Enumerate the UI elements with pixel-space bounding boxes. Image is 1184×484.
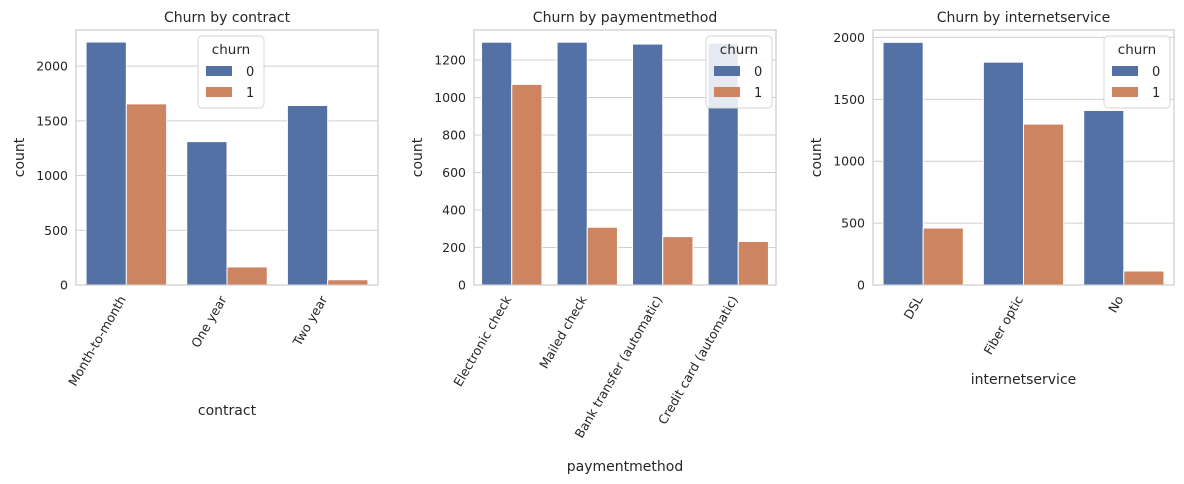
legend-label: 1	[1152, 86, 1160, 101]
legend-label: 0	[246, 65, 254, 80]
legend-swatch-churn-0	[714, 66, 740, 76]
legend: churn 0 1	[705, 35, 773, 109]
plot-frame	[75, 29, 379, 286]
legend-swatch-churn-1	[714, 87, 740, 97]
legend-title: churn	[720, 42, 758, 58]
chart-title: Churn by contract	[164, 10, 291, 26]
plot-frame	[473, 29, 777, 286]
legend-swatch-churn-1	[1112, 87, 1138, 97]
x-tick-label: Mailed check	[536, 292, 590, 371]
x-tick-label: Fiber optic	[980, 293, 1026, 357]
y-axis-label: count	[809, 137, 825, 177]
legend-label: 1	[246, 86, 254, 101]
y-tick-label: 0	[60, 278, 68, 293]
bar-churn-0-2	[286, 105, 329, 286]
legend-title: churn	[1118, 42, 1156, 58]
x-tick-label: Two year	[289, 292, 331, 349]
x-axis-label: paymentmethod	[567, 459, 683, 475]
x-tick-label: Month-to-month	[65, 293, 129, 388]
legend-label: 1	[754, 86, 762, 101]
y-tick-label: 2000	[833, 30, 865, 45]
bar-churn-0-1	[982, 61, 1024, 286]
legend: churn 0 1	[197, 35, 265, 109]
x-tick-label: DSL	[901, 293, 926, 322]
bar-churn-1-1	[226, 266, 268, 286]
y-tick-label: 600	[442, 165, 466, 180]
x-tick-label: One year	[188, 292, 230, 350]
y-tick-label: 500	[841, 216, 865, 231]
bar-churn-1-2	[662, 236, 694, 286]
chart-title: Churn by internetservice	[937, 10, 1110, 26]
x-tick-label: Credit card (automatic)	[655, 293, 741, 427]
bar-churn-1-2	[327, 279, 369, 286]
chart-panel-internetservice: 0 500 1000 1500 2000 DSL Fiber optic No Churn by…	[809, 10, 1175, 388]
x-tick-label: Electronic check	[450, 292, 514, 389]
y-tick-label: 2000	[36, 59, 68, 74]
legend: churn 0 1	[1103, 35, 1171, 109]
y-tick-label: 500	[44, 223, 68, 238]
y-axis-label: count	[12, 137, 28, 177]
y-tick-label: 800	[442, 128, 466, 143]
bar-churn-1-1	[586, 226, 618, 286]
y-tick-label: 400	[442, 203, 466, 218]
legend-swatch-churn-0	[206, 66, 232, 76]
bar-churn-1-0	[922, 227, 964, 286]
y-tick-label: 0	[458, 278, 466, 293]
legend-label: 0	[1152, 65, 1160, 80]
bar-churn-1-0	[511, 83, 543, 286]
y-tick-label: 200	[442, 240, 466, 255]
chart-title: Churn by paymentmethod	[533, 10, 717, 26]
y-tick-label: 1500	[36, 113, 68, 128]
bar-churn-1-0	[125, 103, 168, 286]
legend-swatch-churn-0	[1112, 66, 1138, 76]
bar-churn-0-0	[481, 41, 513, 286]
bar-churn-1-1	[1023, 123, 1065, 286]
legend-label: 0	[754, 65, 762, 80]
y-tick-label: 0	[857, 278, 865, 293]
x-tick-label: Bank transfer (automatic)	[572, 293, 666, 441]
chart-panel-paymentmethod: 0 200 400 600 800 1000 1200 Electronic check Mai…	[410, 10, 777, 475]
y-axis-label: count	[410, 137, 426, 177]
y-tick-label: 1000	[434, 90, 466, 105]
x-axis-label: internetservice	[971, 372, 1077, 388]
plot-frame	[872, 29, 1175, 286]
x-tick-label: No	[1105, 293, 1126, 315]
legend-title: churn	[212, 42, 250, 58]
bar-churn-0-1	[186, 141, 228, 286]
bar-churn-0-0	[85, 41, 127, 286]
y-tick-label: 1000	[36, 168, 68, 183]
y-tick-label: 1500	[833, 92, 865, 107]
legend-swatch-churn-1	[206, 87, 232, 97]
y-tick-label: 1000	[833, 154, 865, 169]
bar-churn-1-2	[1123, 270, 1165, 286]
bar-churn-0-2	[632, 43, 664, 286]
bar-churn-0-2	[1083, 109, 1125, 286]
x-axis-label: contract	[198, 403, 257, 419]
y-tick-label: 1200	[434, 53, 466, 68]
bar-churn-1-3	[737, 241, 769, 286]
bar-churn-0-0	[882, 41, 924, 286]
chart-panel-contract: 0 500 1000 1500 2000 Month-to-month One year Tw…	[12, 10, 379, 419]
bar-churn-0-1	[556, 41, 588, 286]
